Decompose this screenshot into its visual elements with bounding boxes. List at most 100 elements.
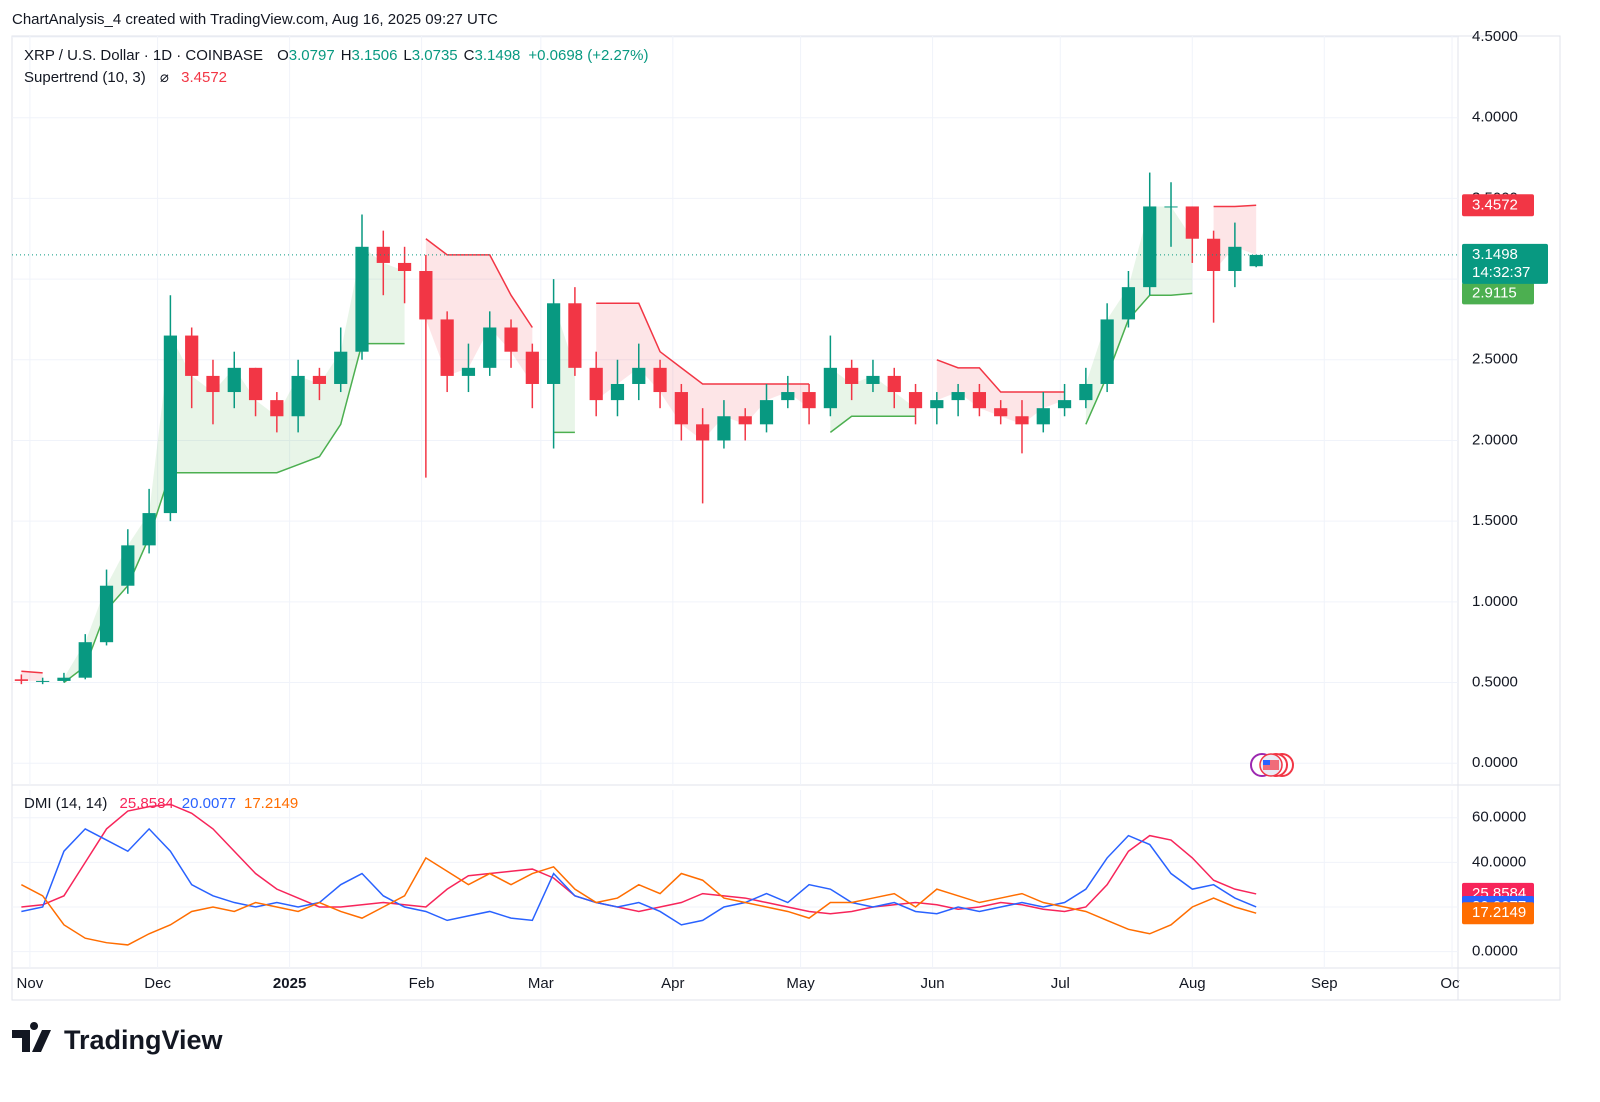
supertrend-line [21,670,43,674]
candle-body [547,303,561,384]
candle-body [908,392,923,409]
supertrend-fill [1085,206,1193,425]
candle-body [1015,416,1029,425]
ohlc-label: O [277,47,289,64]
x-tick-label: May [786,975,815,992]
candle-body [1036,408,1050,425]
price-marker-label: 17.2149 [1472,904,1526,921]
candle-body [866,375,880,384]
y-tick-label: 60.0000 [1472,809,1526,826]
candle-body [972,392,987,409]
candle-body [461,367,476,376]
price-marker [1462,243,1548,284]
supertrend-line [425,238,533,328]
candle-body [78,642,92,678]
candle-body [632,367,646,384]
candle-body [653,367,667,393]
candle-body [994,408,1008,417]
supertrend-fill [21,671,43,681]
dmi-value: 20.0077 [182,795,236,812]
supertrend-line [1213,204,1257,208]
y-tick-label: 4.0000 [1472,109,1518,126]
y-tick-label: 1.0000 [1472,593,1518,610]
candle-body [930,400,944,409]
x-tick-label: Oct [1440,975,1464,992]
tradingview-logo: TradingView [12,1022,224,1055]
y-tick-label: 4.5000 [1472,28,1518,45]
x-tick-label: Jul [1051,975,1070,992]
candle-body [504,327,518,352]
x-axis-labels: Nov Dec 2025 Feb Mar Apr May Jun Jul Aug Sep Oct [17,975,1464,992]
supertrend-symbol: ⌀ [160,69,169,86]
candle-body [291,375,305,417]
candle-body [738,416,752,425]
price-marker [1462,194,1534,217]
candle-body [57,677,71,681]
supertrend-line [63,342,405,684]
candle-body [312,375,327,384]
candle-body [355,246,369,352]
candle-body [589,367,603,401]
chart-frame [11,35,1561,1001]
x-tick-label: Dec [144,975,171,992]
logo-text: TradingView [64,1025,224,1055]
x-tick-label: Jun [920,975,944,992]
candle-body [1228,246,1242,272]
x-tick-label: Sep [1311,975,1338,992]
ohlc-value: 3.1498 [475,47,521,64]
price-marker-label: 2.9115 [1472,284,1517,301]
candle-body [270,400,284,417]
ohlc-value: 3.1506 [352,47,398,64]
supertrend-name: Supertrend (10, 3) [24,69,146,86]
candle-body [781,392,795,401]
y-tick-label: 2.5000 [1472,351,1518,368]
ohlc-values: O3.0797 H3.1506 L3.0735 C3.1498 +0.0698 (+2.… [277,47,648,64]
candle-body [845,367,859,384]
grid [12,36,1458,968]
candle-body [759,400,774,425]
candle-body [36,680,50,682]
candle-body [376,246,390,263]
x-tick-label: Apr [661,975,684,992]
candle-body [1249,254,1263,267]
x-tick-label: Mar [528,975,554,992]
candle-body [99,585,114,643]
candle-body [1121,287,1136,320]
price-marker [1462,282,1534,305]
y-tick-label: 0.0000 [1472,754,1518,771]
candle-body [483,327,497,368]
price-marker-label: 3.4572 [1472,196,1518,213]
y-tick-label: 40.0000 [1472,853,1526,870]
candle-body [1079,383,1093,401]
candle-body [1164,206,1178,208]
dmi-legend: DMI (14, 14) 25.8584 20.0077 17.2149 [24,795,298,812]
ohlc-value: 3.0797 [289,47,335,64]
candle-body [525,351,539,384]
candle-body [227,367,241,393]
candle-body [717,416,731,441]
x-tick-label: 2025 [273,975,306,992]
supertrend-line [829,415,916,433]
candle-body [1185,206,1199,239]
candle-body [121,545,135,586]
price-change: +0.0698 (+2.27%) [528,47,648,64]
candle-body [951,392,965,401]
supertrend-legend: Supertrend (10, 3) ⌀ 3.4572 [24,69,227,86]
flag-canton [1263,760,1270,765]
candle-body [823,367,837,409]
supertrend-value: 3.4572 [181,69,227,86]
event-icons [1250,753,1294,777]
supertrend-line [596,302,810,385]
candle-body [142,513,156,546]
y-tick-label: 2.0000 [1472,431,1518,448]
candle-body [568,303,582,368]
x-tick-label: Feb [409,975,435,992]
candle-body [248,367,263,401]
ohlc-value: 3.0735 [412,47,458,64]
candle-body [887,375,901,393]
candle-body [206,375,220,393]
candle-body [1143,206,1157,288]
supertrend-fill [830,367,916,433]
candle-body [334,351,348,384]
